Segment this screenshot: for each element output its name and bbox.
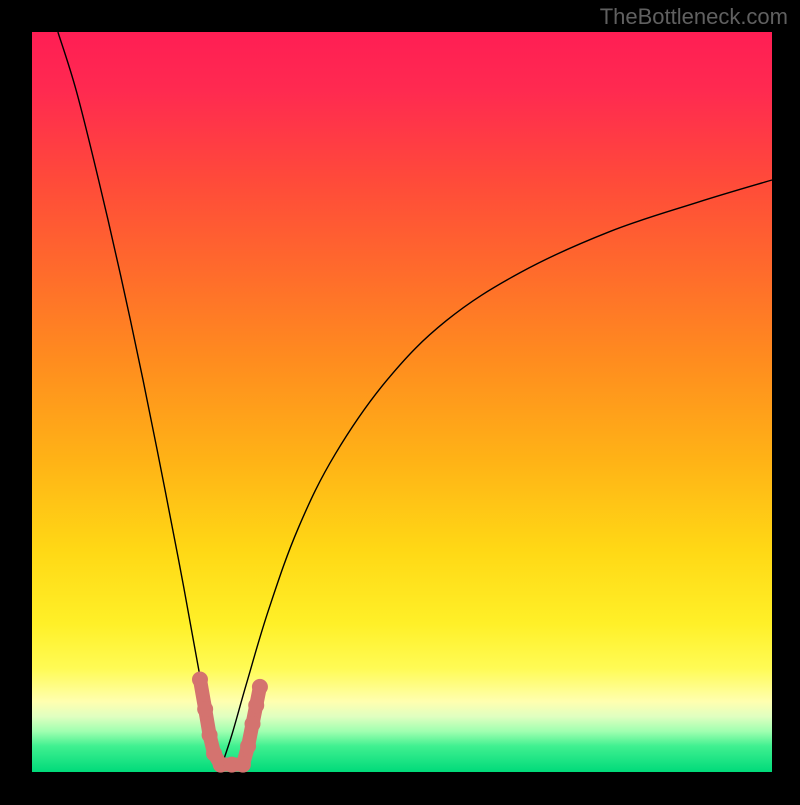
marker-dot — [202, 727, 218, 743]
watermark: TheBottleneck.com — [600, 4, 788, 30]
marker-dot — [245, 716, 261, 732]
marker-dot — [197, 701, 213, 717]
plot-background — [32, 32, 772, 772]
marker-dot — [240, 738, 256, 754]
marker-dot — [235, 757, 251, 773]
bottleneck-chart — [0, 0, 800, 800]
marker-dot — [252, 679, 268, 695]
marker-dot — [248, 697, 264, 713]
marker-dot — [192, 672, 208, 688]
